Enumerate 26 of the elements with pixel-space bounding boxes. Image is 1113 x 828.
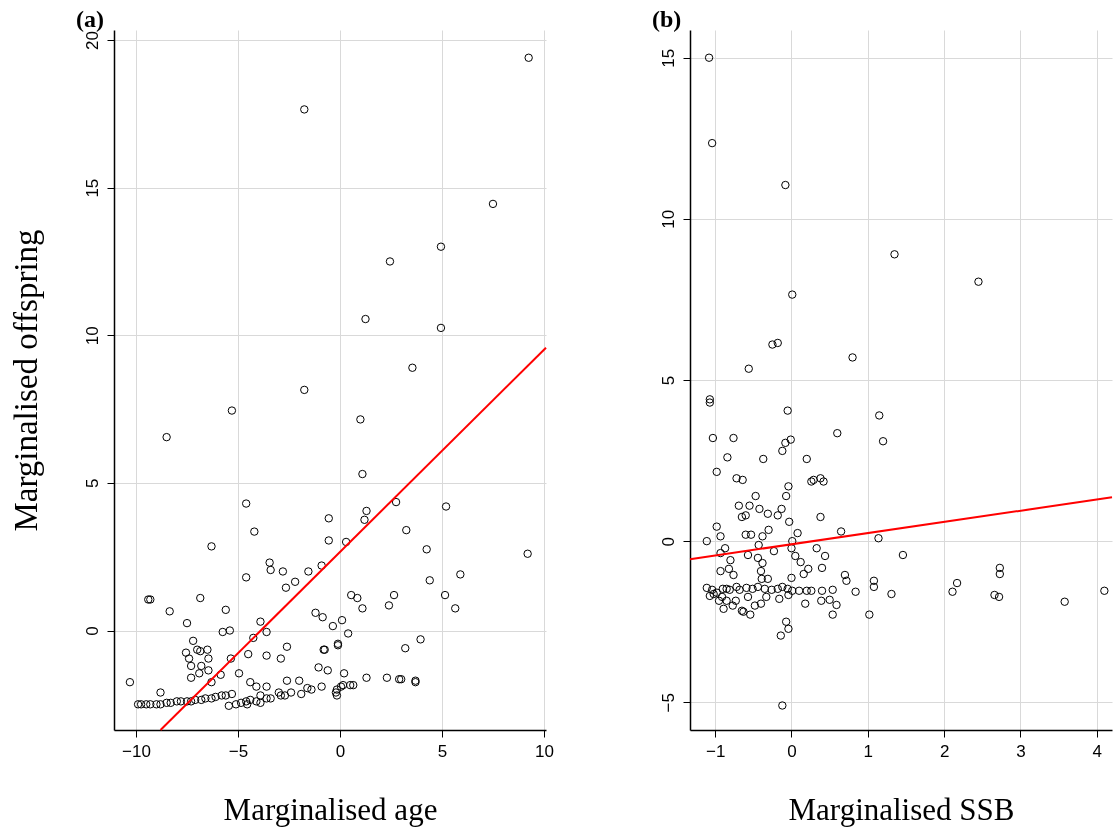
chart-title: (b) <box>652 6 682 32</box>
y-tick-label: 5 <box>82 478 102 489</box>
x-tick-label: 5 <box>437 741 448 761</box>
y-tick-label: 0 <box>658 536 678 547</box>
chart-title: (a) <box>76 6 104 32</box>
x-tick-label: 0 <box>787 741 797 761</box>
x-tick-label: 1 <box>863 741 874 761</box>
y-tick-label: 10 <box>82 326 102 346</box>
y-tick-label: 0 <box>82 626 102 636</box>
x-tick-label: 4 <box>1092 741 1102 761</box>
y-tick-label: 20 <box>82 31 102 50</box>
x-tick-label: 10 <box>535 741 554 761</box>
y-axis-title: Marginalised offspring <box>7 229 44 532</box>
x-axis-title: Marginalised age <box>223 791 438 827</box>
x-tick-label: −10 <box>122 741 151 761</box>
y-tick-label: 10 <box>658 209 678 229</box>
x-tick-label: −1 <box>705 741 726 761</box>
x-tick-label: 3 <box>1016 741 1026 761</box>
y-tick-label: −5 <box>658 693 678 713</box>
x-axis-title: Marginalised SSB <box>788 791 1015 827</box>
y-tick-label: 5 <box>658 375 678 386</box>
y-tick-label: 15 <box>658 48 678 68</box>
x-tick-label: 2 <box>939 741 950 761</box>
x-tick-label: 0 <box>335 741 346 761</box>
x-tick-label: −5 <box>228 741 249 761</box>
y-tick-label: 15 <box>82 178 102 198</box>
